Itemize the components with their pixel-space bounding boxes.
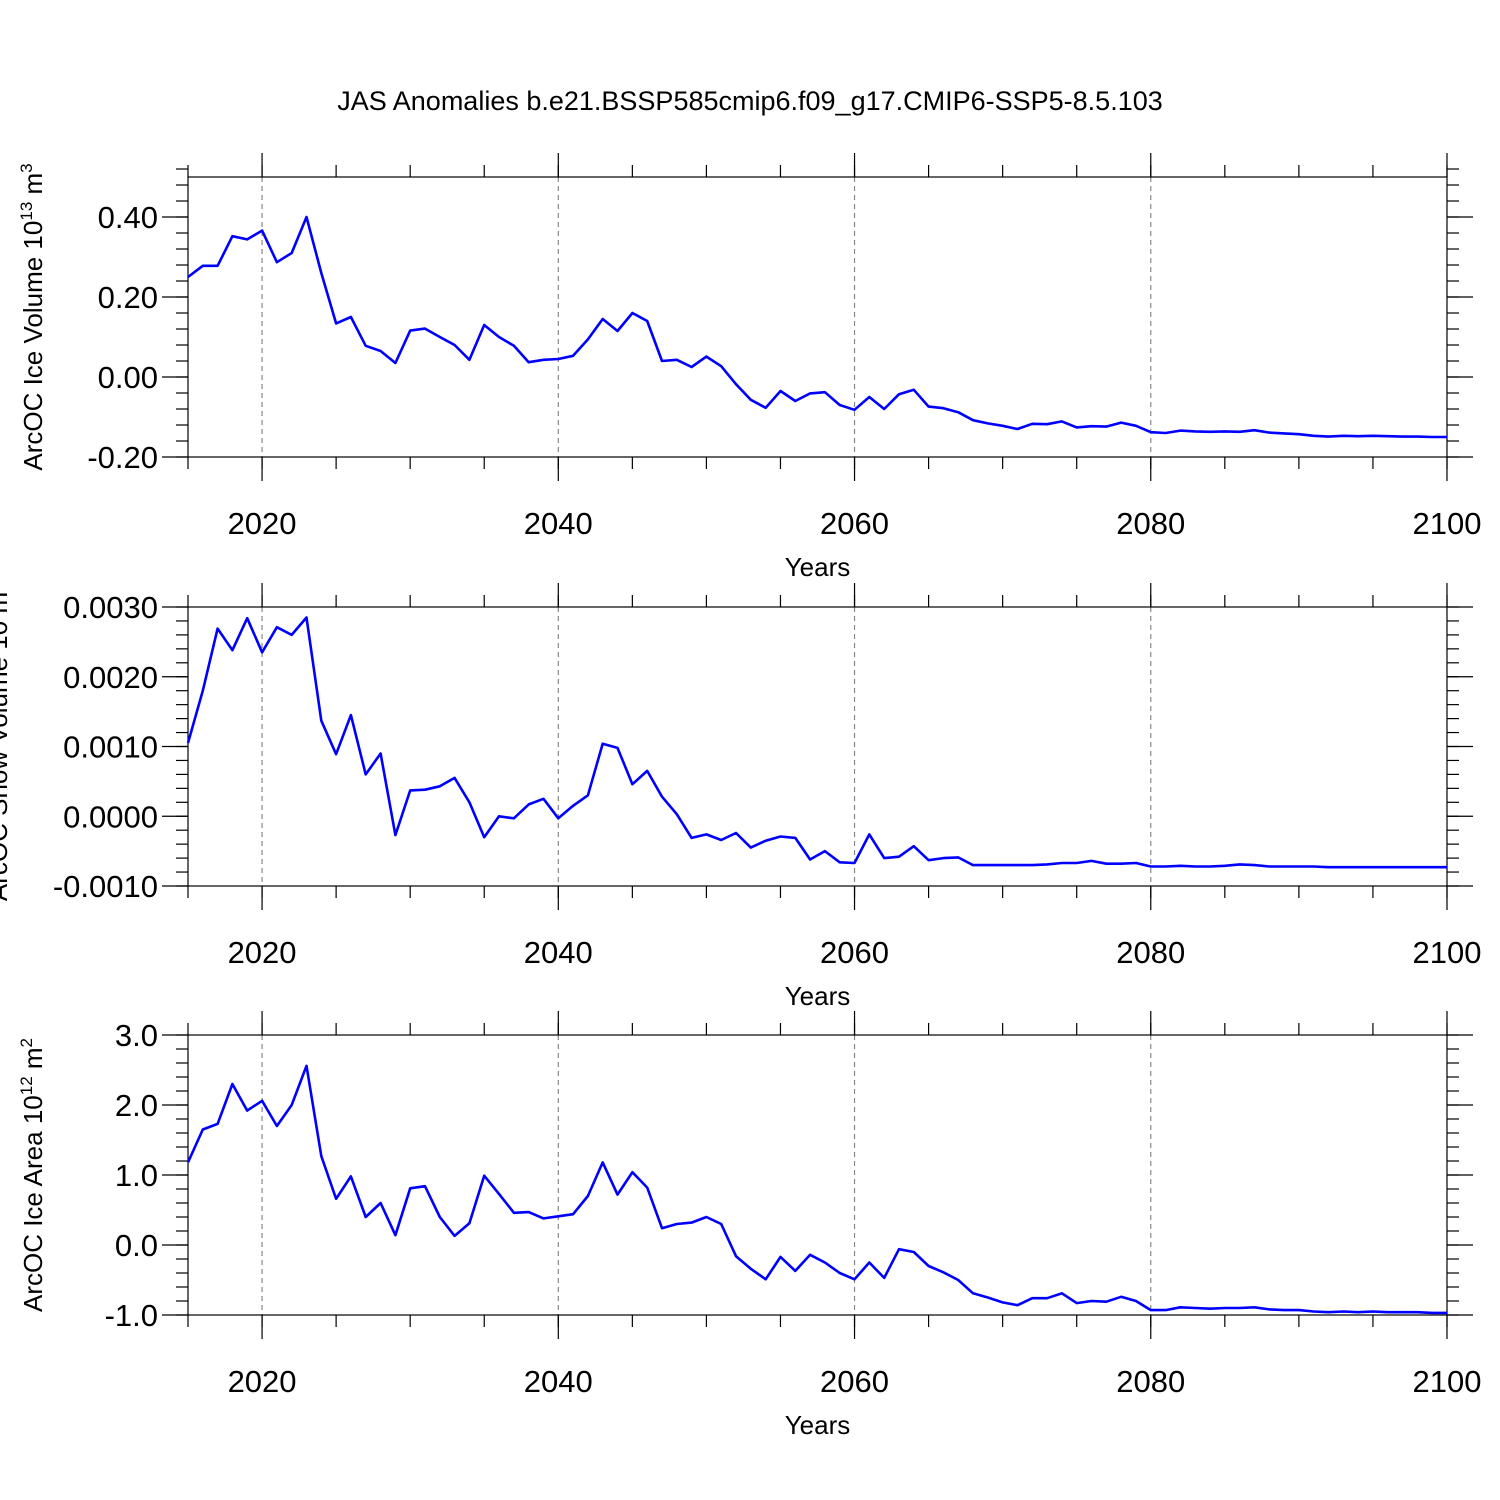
series-line-2 (186, 616, 1447, 869)
y-tick-label: 1.0 (115, 1158, 158, 1193)
plot-frame (187, 1034, 1448, 1316)
y-axis-title-main: ArcOC Ice Volume 10 (18, 221, 48, 471)
figure-title: JAS Anomalies b.e21.BSSP585cmip6.f09_g17… (337, 86, 1163, 116)
y-tick-label: -0.0010 (53, 869, 158, 904)
y-axis-title-main: ArcOC Snow Volume 10 (0, 621, 13, 901)
y-tick-label: 0.0010 (63, 730, 158, 765)
y-axis-title-exponent: 12 (17, 1076, 36, 1095)
x-tick-label: 2020 (228, 935, 297, 970)
x-tick-label: 2040 (524, 1364, 593, 1399)
y-axis-title: ArcOC Ice Area 1012 m2 (17, 1038, 48, 1312)
y-tick-label: -0.20 (87, 440, 158, 475)
chart-panel-3: 2020 2040 2060 2080 2100 Years -1.0 0.0 1.0 2.0 3.… (17, 1011, 1481, 1440)
x-tick-label: 2020 (228, 506, 297, 541)
x-tick-label: 2080 (1116, 1364, 1185, 1399)
plot-frame (187, 176, 1448, 458)
series-line-3 (186, 1064, 1447, 1315)
y-axis-title-unit-exponent: 3 (17, 163, 36, 172)
x-tick-label: 2080 (1116, 935, 1185, 970)
x-tick-label: 2100 (1413, 506, 1482, 541)
y-tick-label: 0.0030 (63, 590, 158, 625)
y-tick-label: 0.40 (98, 200, 158, 235)
y-tick-label: 3.0 (115, 1018, 158, 1053)
y-axis-title-unit: m (18, 1047, 48, 1076)
y-tick-label: 0.00 (98, 360, 158, 395)
x-axis-title: Years (785, 981, 851, 1011)
x-tick-label: 2100 (1413, 935, 1482, 970)
y-axis-title: ArcOC Ice Volume 1013 m3 (17, 163, 48, 470)
y-axis-title-unit: m (0, 592, 13, 621)
x-tick-label: 2040 (524, 935, 593, 970)
x-axis-title: Years (785, 1410, 851, 1440)
panels: 2020 2040 2060 2080 2100 Years -0.20 0.00 0.20 0.… (0, 153, 1481, 1440)
x-axis-title: Years (785, 552, 851, 582)
y-tick-label: 0.20 (98, 280, 158, 315)
y-axis-title-unit-exponent: 2 (17, 1038, 36, 1047)
y-tick-label: 2.0 (115, 1088, 158, 1123)
y-tick-label: 0.0000 (63, 799, 158, 834)
y-tick-label: -1.0 (105, 1298, 158, 1333)
x-tick-label: 2040 (524, 506, 593, 541)
x-tick-label: 2020 (228, 1364, 297, 1399)
x-tick-label: 2060 (820, 1364, 889, 1399)
x-tick-label: 2060 (820, 935, 889, 970)
y-axis-title-exponent: 13 (17, 202, 36, 221)
series-line-1 (187, 215, 1447, 439)
y-axis-title-main: ArcOC Ice Area 10 (18, 1095, 48, 1312)
chart-panel-2: 2020 2040 2060 2080 2100 Years -0.0010 0.0000 0.… (0, 583, 1481, 1011)
chart-panel-1: 2020 2040 2060 2080 2100 Years -0.20 0.00 0.20 0.… (17, 153, 1481, 582)
y-axis-title: ArcOC Snow Volume 10 m (0, 592, 13, 901)
y-tick-label: 0.0 (115, 1228, 158, 1263)
x-tick-label: 2080 (1116, 506, 1185, 541)
x-tick-label: 2060 (820, 506, 889, 541)
y-axis-title-unit: m (18, 173, 48, 202)
x-tick-label: 2100 (1413, 1364, 1482, 1399)
y-tick-label: 0.0020 (63, 660, 158, 695)
plot-frame (187, 606, 1448, 887)
